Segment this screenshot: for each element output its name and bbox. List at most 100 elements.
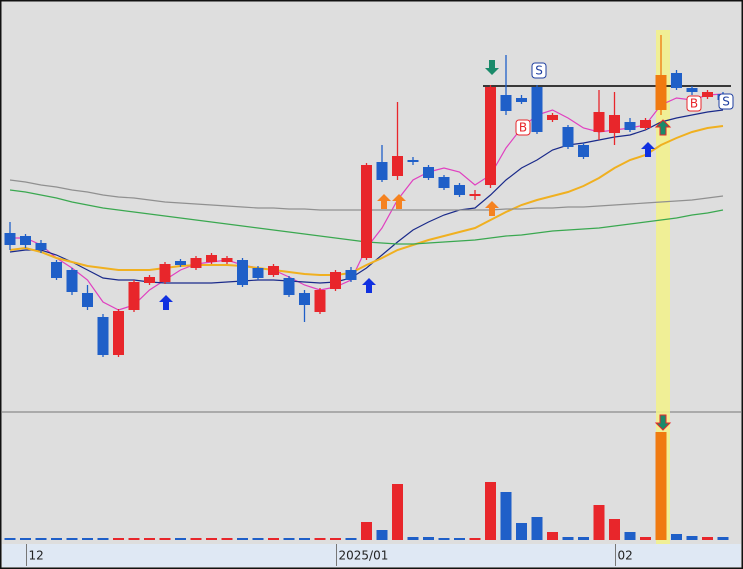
- candle-body: [392, 156, 403, 176]
- volume-bar: [97, 538, 109, 540]
- volume-bar: [35, 538, 47, 540]
- volume-bar: [314, 538, 326, 540]
- volume-bar: [175, 538, 186, 540]
- candle-body: [206, 255, 217, 262]
- volume-bar: [655, 432, 667, 540]
- candle-body: [454, 185, 465, 195]
- signal-badges: B S B S: [515, 62, 734, 136]
- volume-bar: [702, 537, 713, 540]
- volume-bar: [454, 538, 465, 540]
- arrow: [159, 295, 173, 310]
- volume-bar: [717, 537, 729, 540]
- volume-bar: [624, 532, 636, 540]
- candle-body: [438, 177, 450, 188]
- candle-body: [702, 92, 713, 97]
- candle-body: [268, 266, 279, 275]
- candle-body: [252, 268, 264, 278]
- candle-body: [113, 311, 124, 355]
- candle-body: [578, 145, 589, 157]
- moving-average: [9, 125, 724, 276]
- volume-bar: [82, 538, 93, 540]
- candle-body: [20, 236, 31, 245]
- volume-bar: [640, 537, 651, 540]
- volume-bar: [159, 538, 171, 540]
- badge-label: B: [519, 121, 527, 135]
- candle-body: [4, 233, 16, 245]
- plot-area: 12 2025/01 02: [4, 35, 731, 566]
- candle-body: [485, 87, 496, 185]
- candle-body: [593, 112, 605, 132]
- badge-label: S: [722, 95, 730, 109]
- candle-body: [686, 88, 698, 92]
- volume-bar: [20, 538, 31, 540]
- x-tick-label: 02: [618, 549, 633, 563]
- moving-average: [9, 109, 724, 284]
- arrow: [377, 194, 391, 209]
- candle-body: [283, 278, 295, 295]
- candle-body: [655, 75, 667, 110]
- candle-body: [237, 260, 248, 285]
- candle-body: [51, 262, 62, 278]
- candle-body: [330, 272, 341, 289]
- volume-bar: [438, 538, 450, 540]
- volume-bar: [485, 482, 496, 540]
- green-arrows: [485, 60, 672, 431]
- candle-body: [500, 95, 512, 111]
- arrow: [654, 119, 672, 136]
- volume-bar: [299, 538, 310, 540]
- signal-arrows: [377, 194, 499, 216]
- candle-body: [82, 293, 93, 307]
- volume-bar: [268, 538, 279, 540]
- candle-body: [407, 160, 419, 162]
- candle-body: [361, 165, 372, 258]
- volume-bar: [66, 538, 78, 540]
- candle-body: [345, 270, 357, 280]
- candle-body: [314, 290, 326, 312]
- volume-bar: [330, 538, 341, 540]
- volume-bar: [516, 523, 527, 540]
- x-axis-strip: [2, 544, 741, 567]
- candle-body: [609, 115, 620, 133]
- badge: [531, 62, 547, 79]
- candle-body: [640, 120, 651, 128]
- volume-bar: [221, 538, 233, 540]
- badge-label: S: [535, 64, 543, 78]
- volume-bar: [407, 537, 419, 540]
- candle-body: [190, 258, 202, 268]
- candle-body: [66, 270, 78, 292]
- volume-bar: [609, 519, 620, 540]
- candle-body: [469, 194, 481, 196]
- arrow: [485, 201, 499, 216]
- arrow: [362, 278, 376, 293]
- badge-label: B: [690, 97, 698, 111]
- volume-bar: [51, 538, 62, 540]
- volume-bar: [361, 522, 372, 540]
- volume-bar: [252, 538, 264, 540]
- candle-body: [35, 243, 47, 250]
- arrow: [654, 414, 672, 431]
- volume-bar: [531, 517, 543, 540]
- volume-bar: [345, 538, 357, 540]
- volume-bar: [500, 492, 512, 540]
- candle-body: [376, 162, 388, 180]
- buy-arrows: [159, 142, 655, 310]
- volume-bar: [562, 537, 574, 540]
- volume-bar: [578, 537, 589, 540]
- volume-bar: [593, 505, 605, 540]
- badge: [515, 119, 531, 136]
- arrow: [485, 60, 499, 75]
- volume-bar: [392, 484, 403, 540]
- candle-body: [531, 87, 543, 132]
- arrow: [392, 194, 406, 209]
- volume-bar: [469, 538, 481, 540]
- volume-bar: [113, 538, 124, 540]
- candle-body: [624, 122, 636, 130]
- volume-bar: [190, 538, 202, 540]
- volume-bar: [237, 538, 248, 540]
- volume-bar: [423, 537, 434, 540]
- volume-bar: [206, 538, 217, 540]
- candle-body: [97, 317, 109, 355]
- volume-bar: [128, 538, 140, 540]
